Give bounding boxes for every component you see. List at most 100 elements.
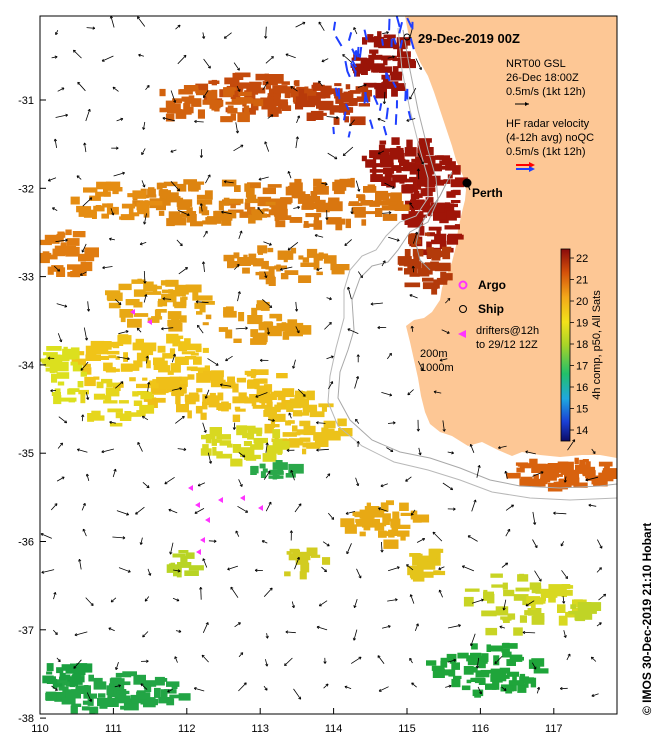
sst-cell — [313, 432, 328, 441]
current-arrowhead — [199, 203, 203, 206]
current-arrowhead — [453, 658, 457, 662]
perth-leader — [466, 182, 471, 191]
sst-cell — [304, 92, 312, 101]
current-arrowhead — [170, 149, 174, 153]
sst-cell — [274, 404, 282, 411]
drifter-track — [147, 319, 152, 325]
sst-cell — [382, 81, 399, 85]
sst-cell — [326, 217, 342, 225]
sst-cell — [218, 200, 224, 211]
sst-cell — [281, 322, 287, 328]
current-arrowhead — [389, 393, 393, 397]
current-arrowhead — [137, 441, 141, 445]
current-arrow — [115, 661, 119, 670]
current-arrowhead — [167, 689, 171, 693]
sst-cell — [117, 335, 132, 345]
sst-cell — [56, 267, 66, 277]
sst-cell — [397, 267, 403, 271]
sst-cell — [168, 289, 174, 294]
sst-cell — [575, 464, 590, 474]
sst-cell — [45, 691, 57, 701]
hf-arrow — [347, 32, 353, 41]
sst-cell — [244, 202, 251, 210]
sst-cell — [503, 589, 515, 597]
sst-cell — [399, 59, 415, 67]
current-arrowhead — [324, 569, 327, 573]
sst-cell — [83, 693, 98, 699]
current-arrow — [377, 118, 386, 122]
sst-cell — [262, 187, 276, 195]
current-arrow — [342, 146, 354, 156]
current-arrowhead — [451, 451, 454, 455]
current-arrowhead — [294, 308, 299, 312]
hf-arrow — [406, 17, 413, 28]
current-arrowhead — [194, 511, 198, 514]
sst-cell — [143, 682, 151, 689]
sst-cell — [247, 427, 263, 434]
current-arrow — [387, 422, 396, 424]
sst-cell — [65, 246, 80, 257]
sst-cell — [423, 200, 431, 207]
sst-cell — [423, 266, 433, 275]
sst-cell — [311, 196, 320, 203]
sst-cell — [306, 390, 315, 401]
sst-cell — [171, 392, 185, 396]
current-arrowhead — [391, 185, 395, 189]
sst-cell — [299, 100, 316, 108]
current-arrowhead — [272, 418, 275, 422]
current-arrow — [115, 381, 124, 389]
sst-cell — [475, 670, 490, 678]
sst-cell — [303, 221, 309, 225]
sst-cell — [158, 379, 163, 386]
sst-cell — [257, 196, 272, 207]
current-arrowhead — [353, 27, 357, 30]
current-arrowhead — [394, 598, 398, 602]
sst-cell — [42, 251, 50, 260]
sst-cell — [67, 264, 82, 270]
current-arrow — [406, 118, 416, 122]
current-arrowhead — [380, 484, 384, 488]
sst-cell — [230, 458, 243, 467]
current-arrowhead — [109, 420, 112, 424]
sst-cell — [426, 660, 437, 666]
current-arrowhead — [197, 324, 200, 328]
current-arrow — [355, 418, 360, 424]
current-arrow — [82, 528, 87, 537]
current-arrow — [263, 241, 272, 246]
current-arrow — [265, 659, 268, 667]
current-arrow — [409, 202, 414, 209]
current-arrow — [85, 597, 94, 606]
sst-cell — [221, 179, 237, 187]
current-arrowhead — [237, 622, 241, 626]
current-arrow — [112, 536, 126, 539]
sst-cell — [71, 351, 80, 360]
sst-cell — [93, 376, 100, 380]
sst-cell — [317, 92, 331, 99]
sst-cell — [244, 397, 253, 404]
sst-cell — [84, 376, 96, 387]
sst-cell — [227, 107, 238, 114]
legend-hf-blue-head — [529, 166, 535, 172]
current-arrowhead — [382, 101, 387, 105]
current-arrow — [237, 291, 241, 302]
current-arrow — [287, 241, 299, 251]
sst-cell — [314, 200, 320, 205]
sst-cell — [258, 246, 263, 255]
current-arrow — [81, 503, 86, 511]
sst-cell — [44, 234, 60, 244]
sst-cell — [233, 73, 244, 80]
sst-cell — [202, 401, 208, 410]
sst-cell — [506, 671, 520, 677]
sst-cell — [558, 615, 568, 626]
sst-cell — [431, 284, 438, 295]
current-arrowhead — [86, 308, 91, 312]
sst-cell — [154, 676, 165, 686]
current-arrowhead — [447, 298, 451, 301]
y-tick-label: -33 — [18, 272, 34, 284]
sst-cell — [41, 359, 46, 364]
sst-cell — [353, 53, 361, 61]
current-arrowhead — [59, 339, 63, 343]
sst-cell — [106, 685, 114, 696]
sst-cell — [354, 212, 366, 218]
sst-cell — [248, 214, 256, 224]
